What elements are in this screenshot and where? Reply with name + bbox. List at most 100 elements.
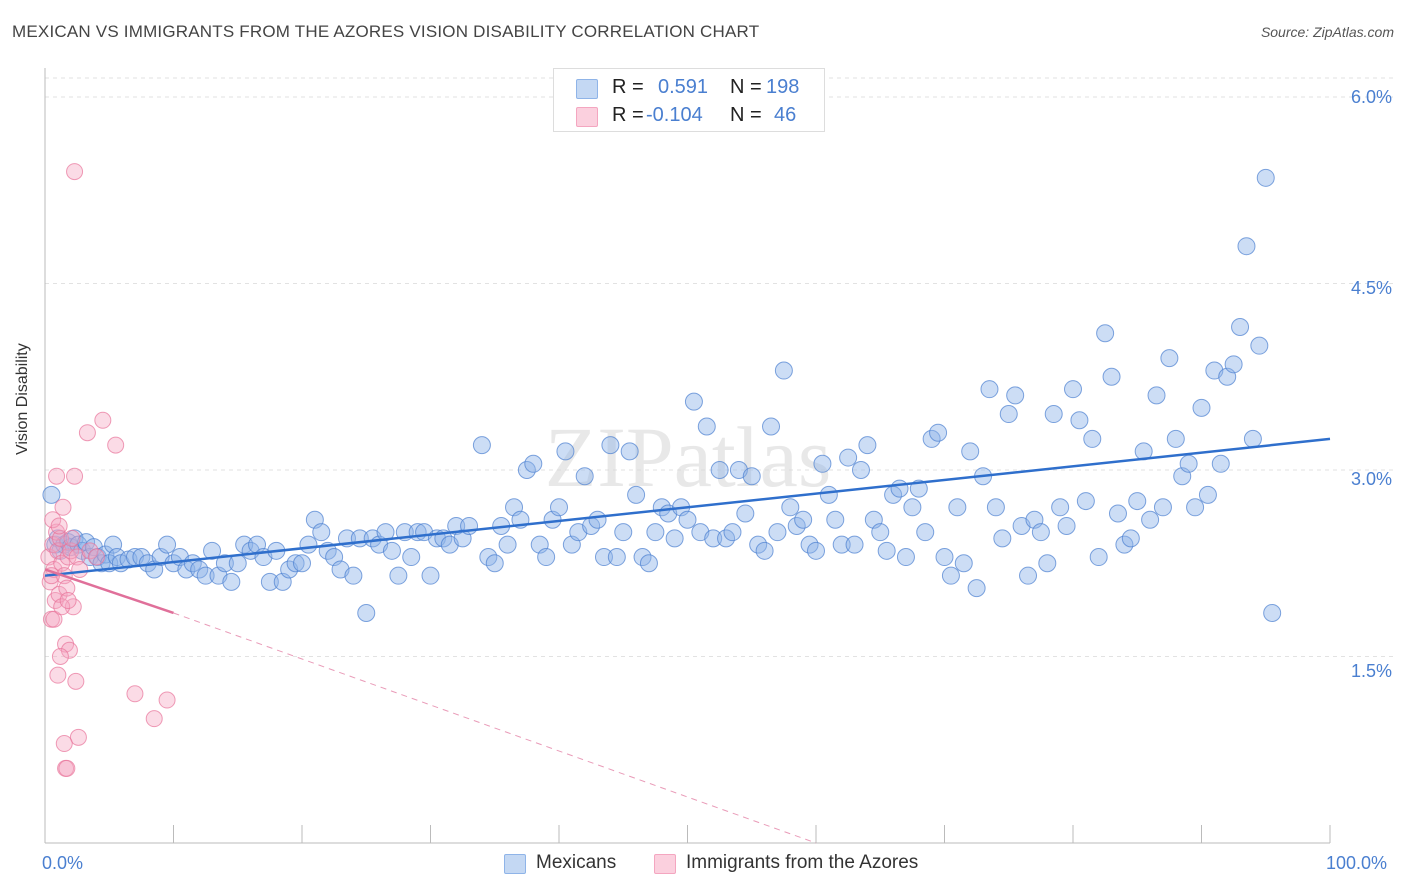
data-point — [1006, 386, 1025, 405]
chart-title: MEXICAN VS IMMIGRANTS FROM THE AZORES VI… — [12, 22, 760, 41]
data-point — [614, 523, 633, 542]
data-point — [967, 579, 986, 598]
data-point — [344, 566, 363, 585]
legend-swatch-blue — [576, 79, 598, 99]
data-point — [1141, 510, 1160, 529]
y-tick-label: 1.5% — [1350, 661, 1392, 681]
data-point — [639, 554, 658, 573]
azores-points — [40, 163, 176, 777]
data-point — [832, 535, 851, 554]
data-point — [203, 541, 222, 560]
x-tick-label: 0.0% — [42, 853, 84, 873]
data-point — [1121, 529, 1140, 548]
y-axis-label: Vision Disability — [14, 343, 31, 455]
data-point — [260, 572, 279, 591]
data-point — [145, 710, 163, 728]
data-point — [890, 479, 909, 498]
legend-row-mexicans: R = 0.591 N = 198 — [554, 74, 824, 102]
data-point — [53, 598, 71, 616]
data-point — [1076, 492, 1095, 511]
data-point — [871, 523, 890, 542]
data-point — [1057, 516, 1076, 535]
trend-lines — [44, 437, 1331, 844]
legend-label-azores: Immigrants from the Azores — [686, 852, 919, 873]
data-point — [312, 523, 331, 542]
data-point — [935, 548, 954, 567]
data-point — [382, 541, 401, 560]
watermark: ZIPatlas — [545, 409, 832, 505]
data-point — [1083, 429, 1102, 448]
data-point — [896, 548, 915, 567]
n-value: 46 — [774, 104, 797, 126]
data-point — [45, 610, 63, 628]
legend-swatch-pink — [576, 107, 598, 127]
y-tick-label: 6.0% — [1350, 87, 1392, 107]
data-point — [357, 603, 376, 622]
data-point — [678, 510, 697, 529]
data-point — [44, 511, 62, 529]
data-point — [1243, 429, 1262, 448]
data-point — [1166, 429, 1185, 448]
data-point — [742, 467, 761, 486]
data-point — [299, 535, 318, 554]
data-point — [1224, 355, 1243, 374]
data-point — [50, 517, 68, 535]
data-point — [1031, 523, 1050, 542]
data-point — [107, 436, 125, 454]
data-point — [1089, 548, 1108, 567]
data-point — [1070, 411, 1089, 430]
r-label: R = — [612, 76, 644, 98]
data-point — [42, 485, 61, 504]
data-point — [63, 529, 81, 547]
data-point — [575, 467, 594, 486]
data-point — [601, 436, 620, 455]
data-point — [627, 485, 646, 504]
data-point — [941, 566, 960, 585]
data-point — [1128, 492, 1147, 511]
data-point — [723, 523, 742, 542]
grid-lines — [45, 77, 1395, 657]
series-legend: Mexicans Immigrants from the Azores — [504, 852, 918, 876]
data-point — [819, 485, 838, 504]
data-point — [485, 554, 504, 573]
data-point — [1263, 603, 1282, 622]
correlation-legend: R = 0.591 N = 198 R = -0.104 N = 46 — [553, 68, 825, 132]
data-point — [697, 417, 716, 436]
data-point — [196, 566, 215, 585]
x-tick-marks — [44, 825, 1331, 843]
data-point — [954, 554, 973, 573]
data-point — [980, 380, 999, 399]
data-point — [71, 560, 89, 578]
legend-row-azores: R = -0.104 N = 46 — [554, 102, 824, 130]
data-point — [839, 448, 858, 467]
data-point — [524, 454, 543, 473]
data-point — [158, 535, 177, 554]
data-point — [986, 498, 1005, 517]
legend-swatch-azores — [654, 854, 676, 874]
data-point — [948, 498, 967, 517]
data-point — [87, 548, 105, 566]
data-point — [877, 541, 896, 560]
data-point — [826, 510, 845, 529]
y-tick-label: 4.5% — [1350, 278, 1392, 298]
data-point — [81, 542, 99, 560]
data-point — [736, 504, 755, 523]
data-point — [66, 163, 84, 181]
data-point — [1231, 318, 1250, 337]
data-point — [1179, 454, 1198, 473]
data-point — [813, 454, 832, 473]
data-point — [94, 411, 112, 429]
data-point — [607, 548, 626, 567]
legend-swatch-mexicans — [504, 854, 526, 874]
data-point — [710, 461, 729, 479]
n-value: 198 — [766, 76, 800, 98]
data-point — [588, 510, 607, 529]
data-point — [665, 529, 684, 548]
data-point — [851, 461, 870, 479]
data-point — [1192, 398, 1211, 417]
data-point — [1064, 380, 1082, 399]
data-point — [58, 759, 76, 777]
data-point — [1237, 237, 1256, 256]
data-point — [53, 554, 71, 572]
